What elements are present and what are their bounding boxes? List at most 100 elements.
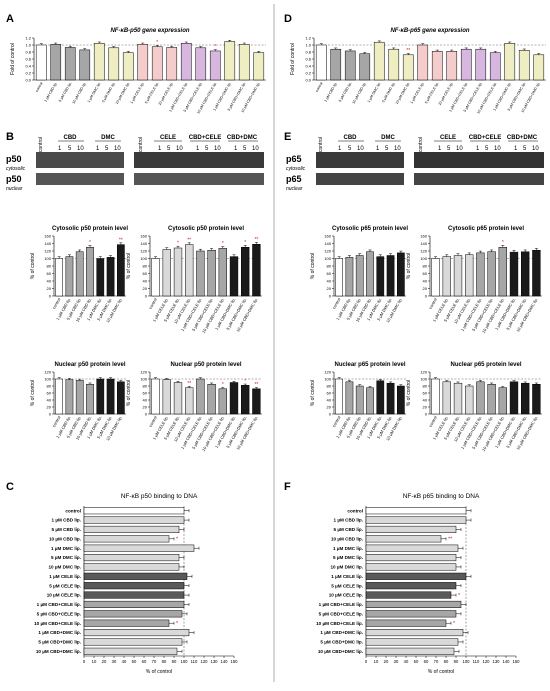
blot-strip	[414, 152, 544, 168]
bar	[185, 387, 194, 415]
x-tick-label: 70	[152, 659, 157, 664]
category-label: 10 µM CELE lip.	[438, 82, 454, 107]
significance-star: *	[222, 241, 224, 247]
category-label: 10 µM DMC lip.	[115, 82, 131, 106]
y-tick-label: 100	[44, 377, 51, 382]
blot-group-cele: CELE	[440, 135, 456, 141]
blot-label-p65-nuclear: p65	[286, 174, 302, 184]
x-tick-label: 0	[83, 659, 86, 664]
blot-sublabel-cytosolic: cytosolic	[286, 166, 306, 172]
blot-lane-control: control	[318, 137, 324, 152]
bar	[96, 258, 105, 297]
category-label: 5 µM CELE lip.	[424, 82, 439, 105]
category-label: control	[331, 297, 341, 310]
category-label: 1 µM DMC lip.	[333, 546, 363, 551]
bar	[365, 610, 457, 618]
y-tick-label: 0	[329, 412, 332, 417]
category-label: 1 µM CBD lip.	[334, 518, 363, 523]
chart-title: Nuclear p50 protein level	[54, 362, 125, 368]
y-tick-label: 60	[327, 271, 332, 276]
y-tick-label: 80	[47, 264, 52, 269]
bar	[365, 535, 442, 543]
y-tick-label: 160	[140, 234, 147, 239]
significance-star: *	[458, 593, 461, 599]
chart-title: NF-κB p50 binding to DNA	[121, 493, 198, 500]
y-tick-label: 0	[425, 294, 428, 299]
y-tick-label: 120	[140, 370, 147, 375]
x-tick-label: 60	[142, 659, 147, 664]
x-tick-label: 150	[231, 659, 239, 664]
category-label: 1 µM CBD+DMC lip.	[320, 630, 363, 635]
blot-lane-control: control	[138, 137, 144, 152]
bar	[365, 647, 455, 655]
bar	[106, 378, 115, 415]
chart-title: NF-κB-p50 gene expression	[110, 28, 189, 34]
significance-star: *	[156, 40, 158, 46]
category-label: 10 µM CBD+DMC lip.	[318, 649, 363, 654]
x-tick-label: 20	[384, 659, 389, 664]
y-tick-label: 100	[140, 377, 147, 382]
category-label: 10 µM CBD+DMC lip.	[235, 297, 259, 333]
y-tick-label: 60	[327, 391, 332, 396]
bar	[83, 600, 185, 608]
y-tick-label: 20	[423, 286, 428, 291]
blot-lane-5: 5	[348, 146, 352, 152]
x-tick-label: 90	[454, 659, 459, 664]
y-tick-label: 0.6	[305, 57, 311, 62]
bar	[180, 43, 192, 81]
blot-label-p65: p65	[286, 154, 302, 164]
x-tick-label: 110	[473, 659, 480, 664]
bar	[86, 247, 94, 297]
chart-b4: Nuclear p50 protein level % of control 0 20…	[126, 362, 262, 452]
significance-star: **	[254, 237, 258, 243]
blot-lane-5: 5	[105, 146, 109, 152]
category-label: 10 µM CBD+CELE lip.	[316, 621, 363, 626]
category-label: 10 µM CELE lip.	[158, 82, 174, 107]
y-axis-label: % of control	[30, 380, 36, 406]
y-tick-label: 160	[324, 234, 331, 239]
category-label: 5 µM CBD+CELE lip.	[37, 611, 81, 616]
y-axis-label: % of control	[30, 253, 36, 279]
x-tick-label: 0	[365, 659, 368, 664]
y-axis-label: Fold of control	[290, 43, 296, 75]
x-tick-label: 20	[102, 659, 107, 664]
y-tick-label: 120	[420, 370, 427, 375]
category-label: control	[51, 415, 61, 428]
bar	[476, 252, 485, 297]
blot-lane-5: 5	[447, 146, 451, 152]
category-label: 1 µM CELE lip.	[130, 82, 145, 105]
category-label: 5 µM DMC lip.	[101, 82, 116, 104]
category-label: 1 µM DMC lip.	[51, 546, 81, 551]
y-tick-label: 40	[423, 398, 428, 403]
category-label: 1 µM CBD+CELE lip.	[37, 602, 81, 607]
bar	[365, 600, 462, 608]
bar	[388, 48, 400, 81]
bar	[521, 251, 530, 297]
y-tick-label: 0	[329, 294, 332, 299]
bar	[50, 44, 62, 81]
bar	[386, 255, 395, 297]
x-tick-label: 140	[221, 659, 229, 664]
category-label: 1 µM CBD+CELE lip.	[319, 602, 363, 607]
category-label: 10 µM CELE lip.	[47, 593, 81, 598]
blot-lane-10: 10	[214, 146, 221, 152]
category-label: 5 µM CBD+CELE lip.	[319, 611, 363, 616]
blot-lane-1: 1	[514, 146, 518, 152]
panel-letter-f: F	[284, 481, 291, 493]
bar	[365, 563, 457, 571]
chart-title: Cytosolic p50 protein level	[52, 226, 128, 232]
category-label: 10 µM DMC lip.	[330, 565, 363, 570]
bar	[83, 619, 170, 627]
y-tick-label: 40	[327, 279, 332, 284]
bar	[344, 50, 356, 81]
category-label: 1 µM CBD lip.	[324, 82, 339, 103]
y-tick-label: 0.0	[305, 78, 311, 83]
bar	[83, 535, 170, 543]
bar	[521, 382, 530, 415]
x-tick-label: 100	[463, 659, 471, 664]
y-tick-label: 120	[324, 249, 331, 254]
blot-lane-10: 10	[114, 146, 121, 152]
y-tick-label: 0	[145, 294, 148, 299]
bar	[83, 507, 185, 515]
